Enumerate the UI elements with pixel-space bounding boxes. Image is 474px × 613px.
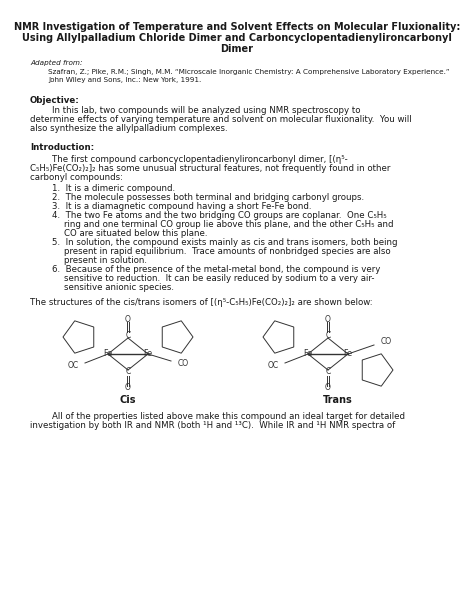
Text: C: C [126, 332, 131, 340]
Text: present in solution.: present in solution. [64, 256, 147, 265]
Text: Fe: Fe [103, 349, 112, 359]
Text: C₅H₅)Fe(CO₂)₂]₂ has some unusual structural features, not frequently found in ot: C₅H₅)Fe(CO₂)₂]₂ has some unusual structu… [30, 164, 391, 173]
Text: Fe: Fe [344, 349, 353, 359]
Text: C: C [325, 368, 331, 376]
Text: Using Allylpalladium Chloride Dimer and Carboncyclopentadienylironcarbonyl: Using Allylpalladium Chloride Dimer and … [22, 33, 452, 43]
Text: O: O [325, 316, 331, 324]
Text: O: O [125, 316, 131, 324]
Text: C: C [126, 368, 131, 376]
Text: OC: OC [67, 362, 79, 370]
Text: Trans: Trans [323, 395, 353, 405]
Text: Cis: Cis [120, 395, 136, 405]
Text: The first compound carboncyclopentadienylironcarbonyl dimer, [(η⁵-: The first compound carboncyclopentadieny… [30, 155, 348, 164]
Text: The structures of the cis/trans isomers of [(η⁵-C₅H₅)Fe(CO₂)₂]₂ are shown below:: The structures of the cis/trans isomers … [30, 298, 373, 307]
Text: CO: CO [381, 338, 392, 346]
Text: O: O [325, 384, 331, 392]
Text: sensitive anionic species.: sensitive anionic species. [64, 283, 174, 292]
Text: CO: CO [177, 359, 189, 368]
Text: present in rapid equilibrium.  Trace amounts of nonbridged species are also: present in rapid equilibrium. Trace amou… [64, 247, 391, 256]
Text: Fe: Fe [144, 349, 153, 359]
Text: 1.  It is a dimeric compound.: 1. It is a dimeric compound. [52, 184, 175, 193]
Text: Dimer: Dimer [220, 44, 254, 54]
Text: 2.  The molecule possesses both terminal and bridging carbonyl groups.: 2. The molecule possesses both terminal … [52, 193, 364, 202]
Text: investigation by both IR and NMR (both ¹H and ¹³C).  While IR and ¹H NMR spectra: investigation by both IR and NMR (both ¹… [30, 421, 395, 430]
Text: determine effects of varying temperature and solvent on molecular fluxionality. : determine effects of varying temperature… [30, 115, 411, 124]
Text: carbonyl compounds:: carbonyl compounds: [30, 173, 123, 182]
Text: 4.  The two Fe atoms and the two bridging CO groups are coplanar.  One C₅H₅: 4. The two Fe atoms and the two bridging… [52, 211, 387, 220]
Text: Adapted from:: Adapted from: [30, 60, 82, 66]
Text: Objective:: Objective: [30, 96, 80, 105]
Text: C: C [325, 332, 331, 340]
Text: All of the properties listed above make this compound an ideal target for detail: All of the properties listed above make … [30, 412, 405, 421]
Text: Szafran, Z.; Pike, R.M.; Singh, M.M. “Microscale Inorganic Chemistry: A Comprehe: Szafran, Z.; Pike, R.M.; Singh, M.M. “Mi… [48, 69, 450, 75]
Text: 6.  Because of the presence of the metal-metal bond, the compound is very: 6. Because of the presence of the metal-… [52, 265, 380, 274]
Text: sensitive to reduction.  It can be easily reduced by sodium to a very air-: sensitive to reduction. It can be easily… [64, 274, 374, 283]
Text: Introduction:: Introduction: [30, 143, 94, 152]
Text: In this lab, two compounds will be analyzed using NMR spectroscopy to: In this lab, two compounds will be analy… [30, 106, 361, 115]
Text: also synthesize the allylpalladium complexes.: also synthesize the allylpalladium compl… [30, 124, 228, 133]
Text: 5.  In solution, the compound exists mainly as cis and trans isomers, both being: 5. In solution, the compound exists main… [52, 238, 398, 247]
Text: OC: OC [267, 362, 279, 370]
Text: NMR Investigation of Temperature and Solvent Effects on Molecular Fluxionality:: NMR Investigation of Temperature and Sol… [14, 22, 460, 32]
Text: 3.  It is a diamagnetic compound having a short Fe-Fe bond.: 3. It is a diamagnetic compound having a… [52, 202, 311, 211]
Text: CO are situated below this plane.: CO are situated below this plane. [64, 229, 208, 238]
Text: John Wiley and Sons, Inc.: New York, 1991.: John Wiley and Sons, Inc.: New York, 199… [48, 77, 201, 83]
Text: O: O [125, 384, 131, 392]
Text: ring and one terminal CO group lie above this plane, and the other C₅H₅ and: ring and one terminal CO group lie above… [64, 220, 393, 229]
Text: Fe: Fe [303, 349, 312, 359]
